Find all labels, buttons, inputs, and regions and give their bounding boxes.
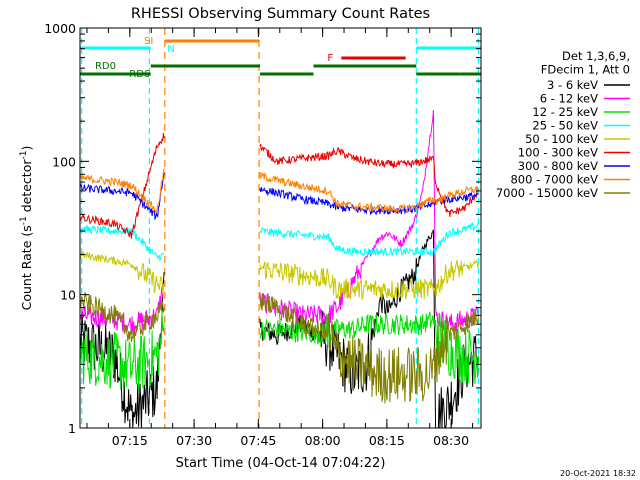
x-axis-label: Start Time (04-Oct-14 07:04:22) [176, 456, 386, 471]
series-line-3 [79, 311, 165, 392]
y-tick-label: 1000 [44, 21, 76, 36]
x-tick-label: 08:00 [305, 433, 341, 448]
series-line-8 [79, 168, 165, 214]
legend-entry-label: 12 - 25 keV [532, 105, 598, 119]
y-axis-ticks: 1 10 100 1000 [44, 21, 481, 436]
series-line-3 [259, 311, 479, 384]
y-axis-label-main: Count Rate (s [19, 225, 34, 310]
plot-frame [79, 27, 482, 429]
legend-entry-label: 7000 - 15000 keV [496, 186, 598, 200]
y-axis-label: Count Rate (s-1 detector-1) [19, 146, 34, 311]
series-line-6 [259, 143, 479, 218]
series-line-4 [259, 221, 479, 258]
flag-label-rd6: RD6 [129, 69, 150, 80]
series-line-7 [79, 172, 165, 221]
series-line-4 [79, 224, 165, 262]
y-axis-label-mid: detector [19, 159, 34, 217]
y-tick-label: 1 [68, 421, 76, 436]
legend-entry-label: 800 - 7000 keV [510, 173, 598, 187]
x-tick-label: 08:30 [433, 433, 469, 448]
plot-area: SI N F RD0 RD6 [79, 28, 481, 429]
y-tick-label: 10 [60, 288, 76, 303]
flag-label-n: N [167, 44, 174, 55]
series-line-9 [259, 292, 479, 404]
series-line-6 [79, 133, 165, 239]
series-line-2 [259, 110, 479, 334]
y-axis-label-end: ) [19, 146, 34, 151]
series-line-9 [79, 291, 165, 343]
legend-entry-label: 25 - 50 keV [532, 119, 598, 133]
legend-entry-label: 6 - 12 keV [540, 92, 598, 106]
x-tick-label: 08:15 [369, 433, 405, 448]
timestamp: 20-Oct-2021 18:32 [560, 469, 636, 478]
series-line-2 [79, 284, 165, 335]
legend-header: Det 1,3,6,9, [562, 49, 630, 63]
legend-entry-label: 3 - 6 keV [547, 78, 598, 92]
y-axis-label-sup1: -1 [19, 216, 29, 225]
series-line-8 [259, 171, 479, 215]
legend-entry-label: 50 - 100 keV [525, 132, 598, 146]
series-line-5 [79, 251, 165, 295]
chart-title: RHESSI Observing Summary Count Rates [131, 6, 430, 22]
flag-label-f: F [327, 53, 333, 64]
flag-label-rd0: RD0 [95, 61, 116, 72]
y-axis-label-sup2: -1 [19, 151, 29, 160]
legend-header: FDecim 1, Att 0 [541, 63, 630, 77]
legend-entry-label: 100 - 300 keV [518, 146, 598, 160]
x-tick-label: 07:15 [112, 433, 148, 448]
x-axis-ticks: 07:15 07:30 07:45 08:00 08:15 08:30 [86, 28, 474, 448]
legend-entry-label: 300 - 800 keV [518, 159, 598, 173]
x-tick-label: 07:45 [240, 433, 276, 448]
flag-label-si: SI [144, 36, 153, 47]
y-tick-label: 100 [52, 154, 76, 169]
series-line-5 [259, 259, 479, 300]
x-tick-label: 07:30 [176, 433, 212, 448]
